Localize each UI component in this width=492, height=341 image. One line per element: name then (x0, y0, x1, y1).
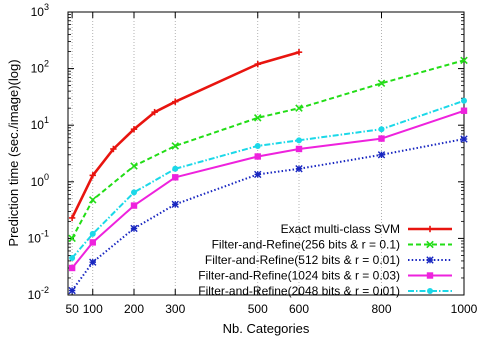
legend-marker (426, 240, 434, 249)
legend-item: Filter-and-Refine(1024 bits & r = 0.03) (198, 269, 452, 283)
legend-marker (426, 272, 434, 279)
y-tick-label: 10-1 (28, 228, 49, 245)
data-point (254, 142, 261, 149)
data-point (89, 258, 97, 266)
legend: Exact multi-class SVM Filter-and-Refine(2… (198, 222, 452, 298)
data-point (295, 145, 303, 153)
x-tick-label: 100 (83, 302, 103, 316)
data-point (253, 114, 262, 122)
data-point (131, 189, 137, 196)
data-point (296, 137, 302, 144)
data-point (171, 200, 179, 209)
data-point (130, 202, 138, 209)
x-tick-label: 50 (65, 302, 79, 316)
data-point (378, 135, 385, 142)
data-point (89, 172, 96, 179)
y-tick-label: 102 (31, 59, 49, 76)
y-tick-label: 103 (31, 2, 49, 19)
series-line (71, 109, 465, 269)
data-point (295, 104, 303, 112)
legend-item: Filter-and-Refine(512 bits & r = 0.01) (205, 253, 452, 267)
legend-marker (427, 288, 433, 294)
x-tick-label: 300 (165, 302, 185, 316)
series-2 (68, 56, 468, 243)
data-point (151, 108, 158, 116)
data-point (89, 239, 96, 246)
data-point (377, 79, 386, 88)
series-5 (69, 97, 467, 262)
data-point (89, 230, 96, 237)
series-line (71, 99, 465, 259)
data-point (68, 214, 76, 222)
y-tick-label: 101 (31, 115, 49, 132)
data-point (254, 170, 262, 179)
x-tick-label: 800 (371, 302, 391, 316)
plot-frame (67, 11, 465, 296)
series-1 (68, 48, 303, 222)
x-tick-label: 200 (124, 302, 144, 316)
data-point (68, 234, 76, 243)
data-point (171, 142, 180, 150)
data-point (295, 48, 303, 56)
data-point (172, 165, 179, 172)
legend-marker (426, 225, 434, 233)
legend-item: Exact multi-class SVM (281, 222, 452, 236)
data-point (130, 125, 138, 133)
legend-item: Filter-and-Refine(2048 bits & r = 0.01) (198, 284, 452, 298)
data-point (88, 196, 97, 204)
y-axis-title: Prediction time (sec./image)(log) (6, 59, 21, 246)
data-point (130, 224, 138, 233)
x-axis-title: Nb. Categories (223, 321, 310, 336)
data-point (110, 145, 117, 153)
data-point (130, 162, 138, 170)
legend-marker (426, 256, 434, 264)
data-point (295, 165, 303, 173)
data-point (460, 107, 468, 114)
legend-label: Exact multi-class SVM (281, 222, 400, 236)
legend-item: Filter-and-Refine(256 bits & r = 0.1) (212, 238, 452, 252)
legend-label: Filter-and-Refine(256 bits & r = 0.1) (212, 238, 400, 252)
y-tick-label: 100 (31, 172, 49, 189)
data-point (377, 151, 386, 159)
series-3 (68, 135, 468, 295)
y-tick-label: 10-2 (28, 285, 49, 302)
x-tick-label: 600 (289, 302, 309, 316)
series-line (71, 59, 465, 239)
series-line (70, 50, 300, 219)
data-point (68, 264, 76, 272)
series-layer (68, 48, 468, 295)
data-point (254, 60, 261, 68)
data-point (68, 286, 76, 295)
x-tick-label: 1000 (451, 302, 478, 316)
data-point (460, 56, 468, 65)
legend-label: Filter-and-Refine(512 bits & r = 0.01) (205, 253, 400, 267)
legend-label: Filter-and-Refine(2048 bits & r = 0.01) (198, 284, 400, 298)
data-point (460, 135, 468, 143)
axis-layer: 10-2 10-1 100 101 102 103 50 100 200 300 500 600 800… (28, 2, 478, 316)
legend-label: Filter-and-Refine(1024 bits & r = 0.03) (198, 269, 400, 283)
data-point (172, 174, 179, 181)
x-tick-label: 500 (248, 302, 268, 316)
series-4 (68, 107, 468, 272)
data-point (254, 153, 261, 160)
data-point (172, 98, 179, 105)
data-point (461, 97, 467, 104)
data-point (69, 255, 76, 262)
data-point (378, 126, 385, 133)
